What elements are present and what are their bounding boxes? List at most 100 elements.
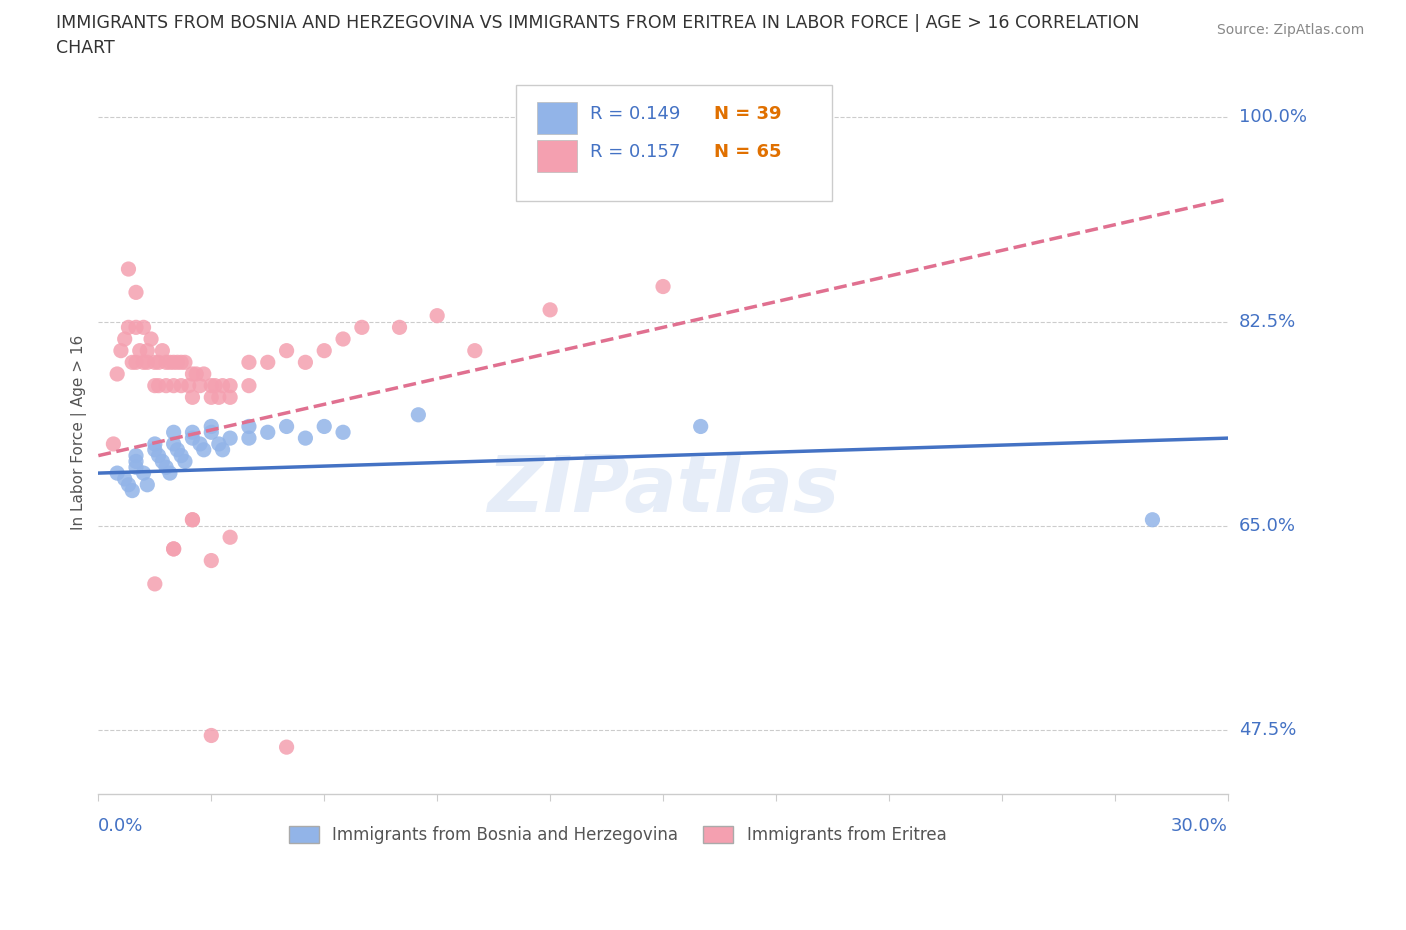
Text: N = 39: N = 39 [714, 105, 782, 123]
Point [188, 436, 211, 451]
Point [200, 728, 222, 743]
Point [388, 320, 411, 335]
Point [125, 454, 148, 469]
Point [132, 466, 155, 481]
Point [143, 355, 166, 370]
Point [238, 419, 260, 434]
Point [181, 431, 204, 445]
Text: 47.5%: 47.5% [1239, 721, 1296, 738]
Point [314, 343, 336, 358]
Point [314, 419, 336, 434]
Point [121, 355, 143, 370]
Point [150, 454, 173, 469]
Y-axis label: In Labor Force | Age > 16: In Labor Force | Age > 16 [72, 335, 87, 530]
Point [174, 355, 197, 370]
Point [408, 407, 430, 422]
Point [139, 332, 162, 347]
Point [652, 279, 675, 294]
Point [103, 436, 125, 451]
Point [200, 425, 222, 440]
Point [125, 448, 148, 463]
Point [159, 355, 181, 370]
Point [163, 425, 186, 440]
Point [132, 355, 155, 370]
Point [143, 436, 166, 451]
Point [163, 541, 186, 556]
Point [208, 436, 231, 451]
Point [170, 448, 193, 463]
Point [276, 343, 298, 358]
Point [193, 366, 215, 381]
Point [163, 379, 186, 393]
Point [181, 366, 204, 381]
Point [155, 459, 177, 474]
Point [150, 343, 173, 358]
Point [110, 343, 132, 358]
Point [193, 443, 215, 458]
Point [276, 419, 298, 434]
Point [159, 466, 181, 481]
Point [105, 466, 128, 481]
FancyBboxPatch shape [516, 86, 832, 201]
Text: Source: ZipAtlas.com: Source: ZipAtlas.com [1216, 23, 1364, 37]
Text: 100.0%: 100.0% [1239, 109, 1308, 126]
Point [181, 512, 204, 527]
Legend: Immigrants from Bosnia and Herzegovina, Immigrants from Eritrea: Immigrants from Bosnia and Herzegovina, … [283, 819, 953, 851]
Point [143, 577, 166, 591]
Text: R = 0.149: R = 0.149 [589, 105, 681, 123]
Point [332, 425, 354, 440]
Point [219, 379, 242, 393]
Text: N = 65: N = 65 [714, 143, 782, 162]
Point [181, 390, 204, 405]
Point [294, 431, 316, 445]
Point [426, 308, 449, 323]
Point [136, 477, 159, 492]
Point [332, 332, 354, 347]
Point [1142, 512, 1164, 527]
Point [128, 343, 150, 358]
Point [177, 379, 200, 393]
Point [204, 379, 226, 393]
Text: 0.0%: 0.0% [98, 817, 143, 835]
Point [136, 355, 159, 370]
Point [219, 431, 242, 445]
Point [132, 320, 155, 335]
Point [105, 366, 128, 381]
Point [256, 355, 278, 370]
Point [143, 443, 166, 458]
Point [166, 355, 188, 370]
Point [181, 425, 204, 440]
Point [125, 320, 148, 335]
Point [114, 332, 136, 347]
Point [166, 443, 188, 458]
Text: 82.5%: 82.5% [1239, 312, 1296, 330]
Point [174, 454, 197, 469]
Point [238, 355, 260, 370]
Text: 30.0%: 30.0% [1171, 817, 1227, 835]
Point [148, 355, 170, 370]
Point [125, 459, 148, 474]
Point [117, 477, 139, 492]
Text: IMMIGRANTS FROM BOSNIA AND HERZEGOVINA VS IMMIGRANTS FROM ERITREA IN LABOR FORCE: IMMIGRANTS FROM BOSNIA AND HERZEGOVINA V… [56, 14, 1140, 32]
Point [136, 343, 159, 358]
Point [117, 261, 139, 276]
Point [114, 472, 136, 486]
Point [170, 379, 193, 393]
Point [148, 448, 170, 463]
Point [143, 379, 166, 393]
Point [155, 355, 177, 370]
Point [538, 302, 561, 317]
Point [208, 390, 231, 405]
Point [170, 355, 193, 370]
Point [117, 320, 139, 335]
Point [219, 530, 242, 545]
Point [148, 379, 170, 393]
Text: ZIPatlas: ZIPatlas [486, 452, 839, 528]
Point [350, 320, 373, 335]
Point [163, 436, 186, 451]
Point [163, 355, 186, 370]
Point [186, 366, 208, 381]
Point [200, 419, 222, 434]
Point [200, 553, 222, 568]
FancyBboxPatch shape [537, 102, 578, 134]
